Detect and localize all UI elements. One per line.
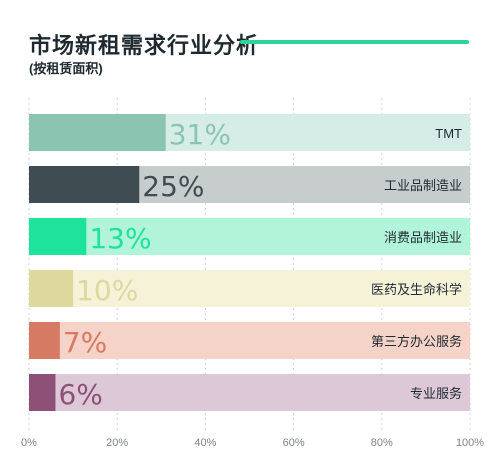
x-tick-label: 20%	[106, 437, 128, 449]
bar	[29, 322, 60, 359]
x-tick-label: 60%	[283, 437, 305, 449]
bar	[29, 270, 74, 307]
bar-track	[29, 270, 470, 307]
bar-track	[29, 322, 470, 359]
x-tick-label: 80%	[371, 437, 393, 449]
bar-value-label: 10%	[76, 274, 138, 307]
category-label: 第三方办公服务	[371, 334, 462, 349]
bar	[29, 166, 140, 203]
x-tick-label: 0%	[21, 437, 37, 449]
title-accent-line	[240, 40, 469, 44]
bar-track	[29, 218, 470, 255]
chart-title: 市场新租需求行业分析	[29, 33, 260, 58]
bar	[29, 218, 87, 255]
bar-track	[29, 374, 470, 411]
bar-value-label: 31%	[169, 118, 231, 151]
category-label: 消费品制造业	[384, 230, 462, 245]
bar	[29, 114, 166, 151]
x-tick-label: 100%	[456, 437, 484, 449]
bar-value-label: 25%	[142, 170, 204, 203]
category-label: 医药及生命科学	[371, 282, 462, 297]
category-label: TMT	[435, 126, 462, 141]
category-label: 专业服务	[410, 386, 462, 401]
x-tick-label: 40%	[194, 437, 216, 449]
bar-value-label: 13%	[89, 222, 151, 255]
bar-value-label: 7%	[63, 326, 107, 359]
chart-subtitle: (按租赁面积)	[29, 61, 103, 76]
category-label: 工业品制造业	[384, 178, 462, 193]
bar-value-label: 6%	[58, 378, 102, 411]
bar	[29, 374, 56, 411]
